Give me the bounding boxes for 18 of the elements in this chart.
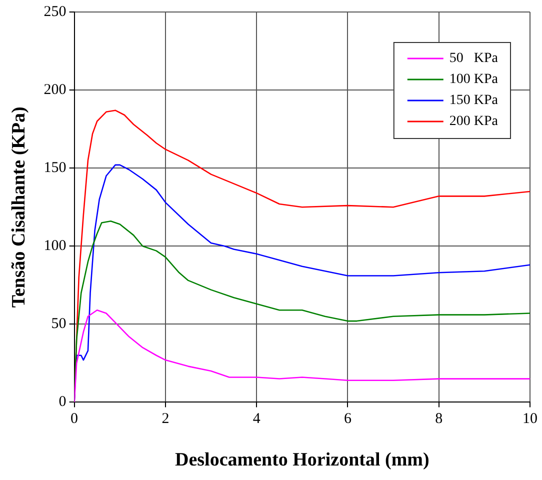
legend-label: 100 KPa — [449, 72, 499, 88]
legend-label: 50 KPa — [449, 51, 499, 66]
x-tick-label: 10 — [522, 411, 538, 428]
x-tick-label: 2 — [162, 411, 170, 428]
x-tick-label: 6 — [344, 411, 352, 428]
y-tick-label: 150 — [44, 160, 66, 176]
y-tick-label: 200 — [44, 82, 66, 98]
legend-label: 200 KPa — [449, 114, 499, 130]
y-tick-label: 100 — [44, 238, 66, 254]
x-tick-label: 8 — [435, 411, 443, 428]
y-tick-label: 50 — [51, 316, 66, 332]
y-axis-title: Tensão Cisalhante (KPa) — [8, 106, 30, 308]
y-tick-label: 250 — [44, 4, 66, 20]
x-tick-label: 0 — [70, 411, 78, 428]
x-axis-title: Deslocamento Horizontal (mm) — [174, 450, 430, 471]
legend-label: 150 KPa — [449, 93, 499, 108]
x-tick-label: 4 — [252, 411, 261, 428]
y-tick-label: 0 — [58, 394, 66, 410]
